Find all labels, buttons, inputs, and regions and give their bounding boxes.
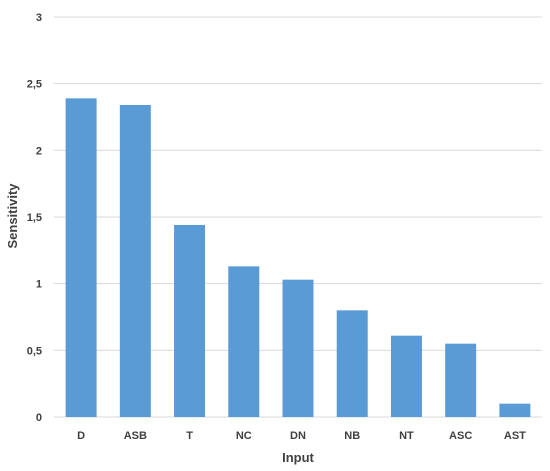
- bar-t: [174, 225, 206, 417]
- x-tick-label: NB: [344, 430, 360, 442]
- x-tick-label: NT: [399, 430, 414, 442]
- bar-asb: [119, 105, 151, 417]
- bars: [65, 98, 531, 417]
- x-tick-label: NC: [236, 430, 252, 442]
- bar-ast: [499, 403, 531, 417]
- x-axis-title: Input: [282, 450, 314, 465]
- x-tick-label: AST: [504, 430, 526, 442]
- y-tick-label: 2: [36, 145, 42, 157]
- x-axis-ticks: D ASB T NC DN NB NT ASC AST: [77, 430, 526, 442]
- x-tick-label: DN: [290, 430, 306, 442]
- bar-asc: [445, 343, 477, 417]
- y-tick-label: 2,5: [27, 79, 42, 91]
- y-tick-label: 0: [36, 412, 42, 424]
- y-axis-title: Sensitivity: [5, 183, 20, 249]
- y-tick-label: 3: [36, 12, 42, 24]
- bar-nc: [228, 266, 260, 417]
- y-axis-ticks: 0 0,5 1 1,5 2 2,5 3: [27, 12, 42, 424]
- y-tick-label: 0,5: [27, 345, 42, 357]
- x-tick-label: D: [77, 430, 85, 442]
- y-tick-label: 1,5: [27, 212, 42, 224]
- bar-nb: [336, 310, 368, 417]
- x-tick-label: T: [186, 430, 193, 442]
- bar-nt: [390, 335, 422, 417]
- y-tick-label: 1: [36, 279, 42, 291]
- x-tick-label: ASB: [124, 430, 147, 442]
- bar-d: [65, 98, 97, 417]
- x-tick-label: ASC: [449, 430, 472, 442]
- bar-dn: [282, 279, 314, 417]
